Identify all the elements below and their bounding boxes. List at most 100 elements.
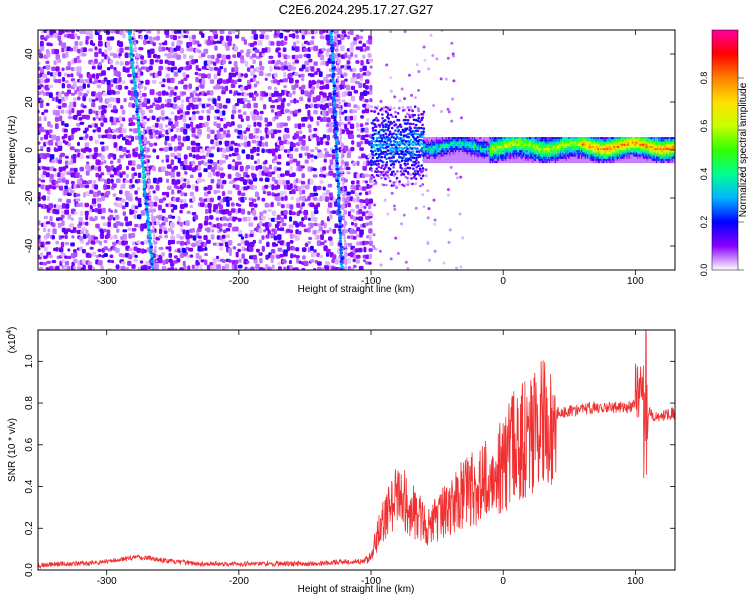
heatmap-cell [124, 266, 130, 270]
heatmap-cell [209, 67, 214, 72]
heatmap-cell [417, 109, 420, 113]
heatmap-cell [142, 264, 148, 270]
heatmap-cell [111, 183, 117, 189]
heatmap-cell [352, 264, 357, 269]
heatmap-cell [251, 53, 257, 58]
heatmap-cell [125, 165, 130, 171]
heatmap-cell [195, 240, 199, 247]
heatmap-cell [368, 198, 374, 204]
heatmap-cell [61, 42, 67, 49]
heatmap-cell [239, 142, 245, 146]
heatmap-cell [450, 119, 454, 123]
heatmap-cell [176, 171, 181, 177]
heatmap-cell [153, 201, 158, 207]
heatmap-cell [80, 230, 85, 234]
heatmap-cell [83, 192, 87, 198]
heatmap-cell [178, 141, 182, 145]
heatmap-cell [82, 105, 87, 109]
heatmap-cell [273, 90, 279, 97]
heatmap-cell [64, 155, 69, 159]
heatmap-cell [382, 183, 386, 187]
heatmap-cell [310, 154, 314, 158]
heatmap-cell [152, 228, 155, 231]
heatmap-cell [113, 234, 118, 240]
heatmap-cell [258, 140, 263, 147]
heatmap-cell [460, 116, 463, 120]
heatmap-cell [106, 233, 111, 239]
heatmap-cell [157, 105, 162, 110]
heatmap-cell [159, 147, 164, 152]
heatmap-cell [283, 72, 287, 78]
heatmap-cell [353, 89, 359, 94]
heatmap-cell [294, 132, 299, 139]
heatmap-cell [355, 204, 360, 209]
heatmap-cell [406, 267, 410, 270]
heatmap-cell [295, 30, 299, 34]
heatmap-cell [133, 210, 138, 214]
heatmap-cell [51, 179, 57, 186]
heatmap-cell [298, 260, 302, 264]
heatmap-cell [283, 54, 288, 60]
heatmap-cell [416, 170, 420, 173]
heatmap-cell [188, 83, 192, 89]
heatmap-cell [256, 66, 260, 73]
heatmap-cell [336, 47, 339, 50]
heatmap-cell [146, 155, 152, 159]
heatmap-cell [358, 247, 363, 253]
heatmap-cell [253, 102, 258, 109]
heatmap-cell [216, 53, 222, 59]
heatmap-cell [209, 105, 215, 110]
heatmap-cell [295, 247, 300, 252]
heatmap-cell [335, 138, 339, 142]
heatmap-cell [70, 33, 75, 40]
heatmap-cell [176, 258, 181, 263]
heatmap-cell [243, 92, 248, 97]
heatmap-cell [421, 174, 425, 177]
heatmap-cell [320, 234, 324, 240]
heatmap-cell [227, 41, 232, 47]
heatmap-cell [386, 106, 389, 110]
heatmap-cell [344, 91, 348, 96]
heatmap-cell [100, 59, 105, 63]
heatmap-cell [335, 209, 340, 216]
heatmap-cell [89, 30, 93, 36]
heatmap-cell [347, 102, 351, 108]
heatmap-cell [67, 73, 71, 78]
heatmap-cell [230, 114, 235, 120]
heatmap-cell [40, 179, 46, 183]
heatmap-cell [74, 211, 78, 215]
heatmap-cell [63, 170, 68, 175]
heatmap-cell [171, 208, 175, 213]
heatmap-cell [173, 71, 179, 77]
heatmap-cell [223, 130, 227, 135]
heatmap-cell [316, 120, 320, 126]
heatmap-cell [246, 260, 250, 264]
heatmap-cell [353, 229, 358, 234]
heatmap-cell [332, 81, 336, 85]
heatmap-cell [230, 79, 235, 84]
heatmap-cell [95, 239, 100, 244]
heatmap-cell [197, 97, 202, 102]
heatmap-cell [406, 162, 409, 166]
heatmap-cell [345, 196, 351, 202]
heatmap-cell [383, 128, 387, 132]
heatmap-cell [161, 116, 166, 121]
heatmap-cell [222, 179, 227, 185]
heatmap-cell [219, 246, 224, 251]
heatmap-cell [38, 141, 41, 145]
heatmap-cell [135, 110, 139, 114]
heatmap-cell [150, 208, 153, 211]
heatmap-cell [361, 186, 367, 191]
heatmap-cell [163, 217, 169, 223]
heatmap-cell [121, 261, 126, 265]
heatmap-cell [253, 203, 258, 208]
heatmap-cell [206, 264, 211, 270]
heatmap-cell [137, 197, 142, 204]
heatmap-cell [364, 85, 369, 90]
heatmap-cell [387, 176, 390, 180]
heatmap-cell [338, 236, 343, 240]
heatmap-cell [340, 147, 343, 151]
heatmap-cell [421, 116, 425, 119]
heatmap-cell [152, 148, 157, 153]
heatmap-cell [271, 184, 275, 191]
